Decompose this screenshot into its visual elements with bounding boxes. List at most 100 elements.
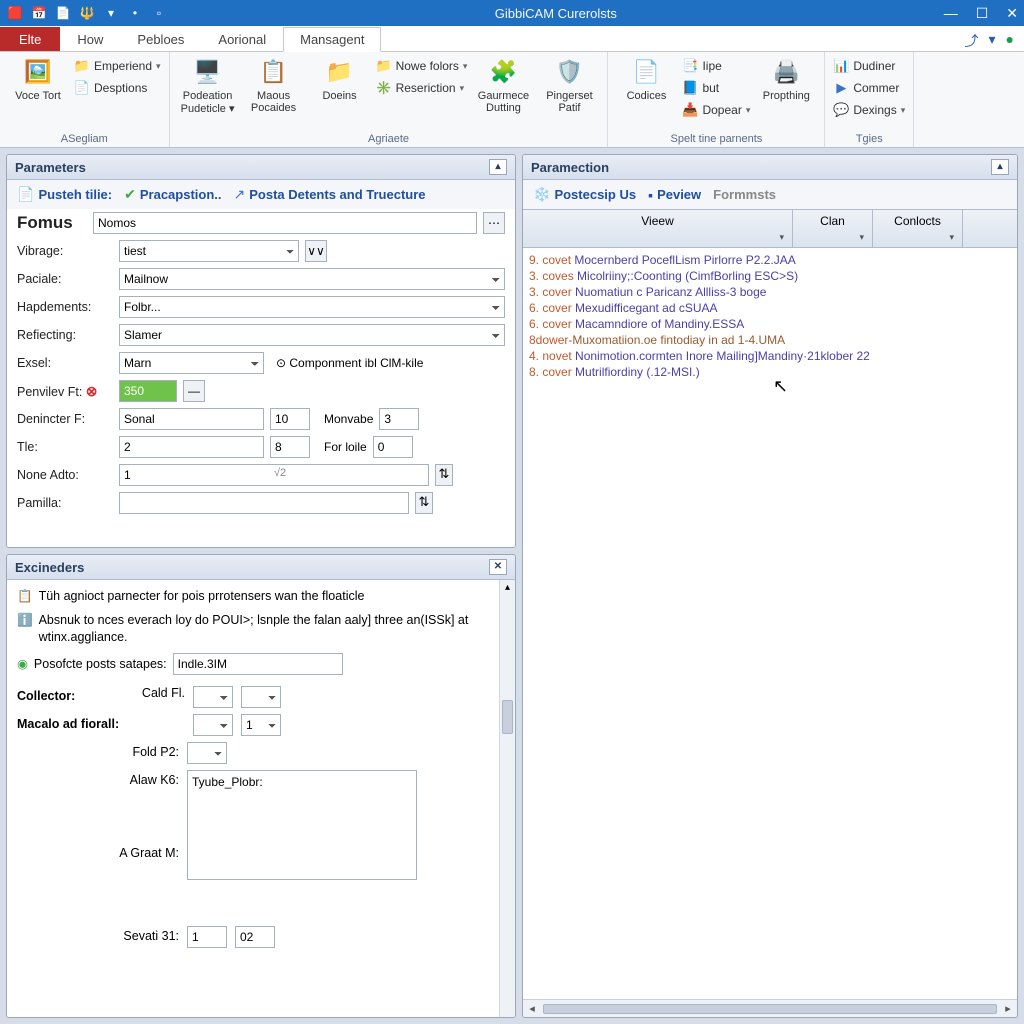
commer[interactable]: ▶Commer (833, 78, 905, 98)
field-label: Pamilla: (17, 496, 113, 510)
field-input[interactable] (119, 408, 264, 430)
sevati-input2[interactable] (235, 926, 275, 948)
group-label: Agriaete (178, 133, 600, 145)
scroll-left-icon[interactable]: ◂ (523, 1002, 541, 1015)
horizontal-scrollbar[interactable]: ◂ ▸ (523, 999, 1017, 1017)
cald-select[interactable] (193, 686, 233, 708)
close-icon[interactable]: ✕ (1006, 5, 1018, 22)
doeins[interactable]: 📁Doeins (310, 56, 370, 102)
tab-mansagent[interactable]: Mansagent (283, 27, 381, 52)
scroll-thumb[interactable] (502, 700, 513, 734)
panel-title: Excineders (15, 560, 84, 575)
field-select[interactable]: Folbr... (119, 296, 505, 318)
macalo-select[interactable] (193, 714, 233, 736)
list-item[interactable]: 3. cover Nuomatiun c Paricanz Allliss-3 … (529, 284, 1011, 300)
field-input[interactable] (270, 436, 310, 458)
podeation[interactable]: 🖥️Podeation Pudeticle ▾ (178, 56, 238, 115)
spin-button[interactable]: ⇅ (415, 492, 433, 514)
reseriction[interactable]: ✳️Reseriction (376, 78, 468, 98)
field-select[interactable]: Marn (119, 352, 264, 374)
vv-button[interactable]: ∨∨ (305, 240, 327, 262)
iipe[interactable]: 📑Iipe (682, 56, 750, 76)
scroll-right-icon[interactable]: ▸ (999, 1002, 1017, 1015)
vertical-scrollbar[interactable]: ▴ (499, 580, 515, 1017)
alaw-textarea[interactable] (187, 770, 417, 880)
minus-button[interactable]: — (183, 380, 205, 402)
scroll-up-icon[interactable]: ▴ (500, 580, 515, 596)
list-item[interactable]: 4. novet Nonimotion.cormten Inore Mailin… (529, 348, 1011, 364)
masus[interactable]: 📋Maous Pocaides (244, 56, 304, 114)
collapse-icon[interactable]: ▴ (991, 159, 1009, 175)
codices[interactable]: 📄Codices (616, 56, 676, 102)
qat-icon[interactable]: ▫ (150, 4, 168, 22)
field-input[interactable] (119, 492, 409, 514)
nowe-folors[interactable]: 📁Nowe folors (376, 56, 468, 76)
cald-select2[interactable] (241, 686, 281, 708)
list-item[interactable]: 6. cover Macamndiore of Mandiny.ESSA (529, 316, 1011, 332)
tab-pebloes[interactable]: Pebloes (120, 27, 201, 51)
column-header[interactable]: Vieew (523, 210, 793, 247)
list-item[interactable]: 8dower-Muxomatiion.oe fintodiay in ad 1-… (529, 332, 1011, 348)
subtab[interactable]: ✔Pracapstion.. (124, 186, 221, 203)
more-icon[interactable]: ⋯ (483, 212, 505, 234)
field-input[interactable] (373, 436, 413, 458)
voce-tort[interactable]: 🖼️Voce Tort (8, 56, 68, 102)
subtab[interactable]: ↗Posta Detents and Truecture (234, 186, 426, 203)
pingerset[interactable]: 🛡️Pingerset Patif (539, 56, 599, 114)
field-input[interactable] (119, 436, 264, 458)
dexings[interactable]: 💬Dexings (833, 100, 905, 120)
subtab[interactable]: Formmsts (713, 187, 776, 202)
list-item[interactable]: 8. cover Mutrilfiordiny (.12-MSI.) (529, 364, 1011, 380)
dudiner[interactable]: 📊Dudiner (833, 56, 905, 76)
gaurmece[interactable]: 🧩Gaurmece Dutting (473, 56, 533, 114)
propthing[interactable]: 🖨️Propthing (756, 56, 816, 102)
field-select[interactable]: tiest (119, 240, 299, 262)
emperiend[interactable]: 📁Emperiend (74, 56, 161, 76)
help-icon[interactable]: ▾ (989, 31, 996, 51)
subtab[interactable]: 📄Pusteh tilie: (17, 186, 112, 203)
excineders-header: Excineders ✕ (7, 555, 515, 580)
close-icon[interactable]: ✕ (489, 559, 507, 575)
field-input[interactable] (270, 408, 310, 430)
codices-icon: 📄 (630, 56, 662, 88)
desptions[interactable]: 📄Desptions (74, 78, 161, 98)
field-label: Denincter F: (17, 412, 113, 426)
subtab[interactable]: ▪Peview (648, 187, 701, 203)
sevati-input1[interactable] (187, 926, 227, 948)
qat-icon[interactable]: • (126, 4, 144, 22)
collapse-icon[interactable]: ▴ (489, 159, 507, 175)
dopear[interactable]: 📥Dopear (682, 100, 750, 120)
qat-icon[interactable]: 📅 (30, 4, 48, 22)
tab-aorional[interactable]: Aorional (201, 27, 283, 51)
field-input[interactable] (119, 380, 177, 402)
field-select[interactable]: Mailnow (119, 268, 505, 290)
qat-icon[interactable]: 🟥 (6, 4, 24, 22)
subtab[interactable]: ❄️Postecsip Us (533, 186, 636, 203)
fomus-input[interactable] (93, 212, 477, 234)
field-label: Exsel: (17, 356, 113, 370)
column-header[interactable]: Clan (793, 210, 873, 247)
field-input[interactable] (379, 408, 419, 430)
minimize-icon[interactable]: — (944, 5, 958, 22)
list-item[interactable]: 6. cover Mexudifficegant ad cSUAA (529, 300, 1011, 316)
fold-select[interactable] (187, 742, 227, 764)
but[interactable]: 📘but (682, 78, 750, 98)
qat-icon[interactable]: 🔱 (78, 4, 96, 22)
field-select[interactable]: Slamer (119, 324, 505, 346)
help-icon[interactable]: ● (1006, 31, 1014, 51)
list-item[interactable]: 9. covet Mocernberd PoceflLism Pirlorre … (529, 252, 1011, 268)
qat-icon[interactable]: ▾ (102, 4, 120, 22)
list-item[interactable]: 3. coves Micolriiny;:Coonting (CimfBorli… (529, 268, 1011, 284)
spin-button[interactable]: ⇅ (435, 464, 453, 486)
maximize-icon[interactable]: ☐ (976, 5, 989, 22)
note-text: Tüh agnioct parnecter for pois prrotense… (39, 588, 365, 604)
macalo-select2[interactable]: 1 (241, 714, 281, 736)
qat-icon[interactable]: 📄 (54, 4, 72, 22)
help-icon[interactable]: ⤴ (965, 31, 979, 51)
posofcte-input[interactable] (173, 653, 343, 675)
field-label: Paciale: (17, 272, 113, 286)
tab-file[interactable]: Elte (0, 27, 60, 51)
column-header[interactable]: Conlocts (873, 210, 963, 247)
tab-how[interactable]: How (60, 27, 120, 51)
scroll-thumb[interactable] (543, 1004, 997, 1014)
